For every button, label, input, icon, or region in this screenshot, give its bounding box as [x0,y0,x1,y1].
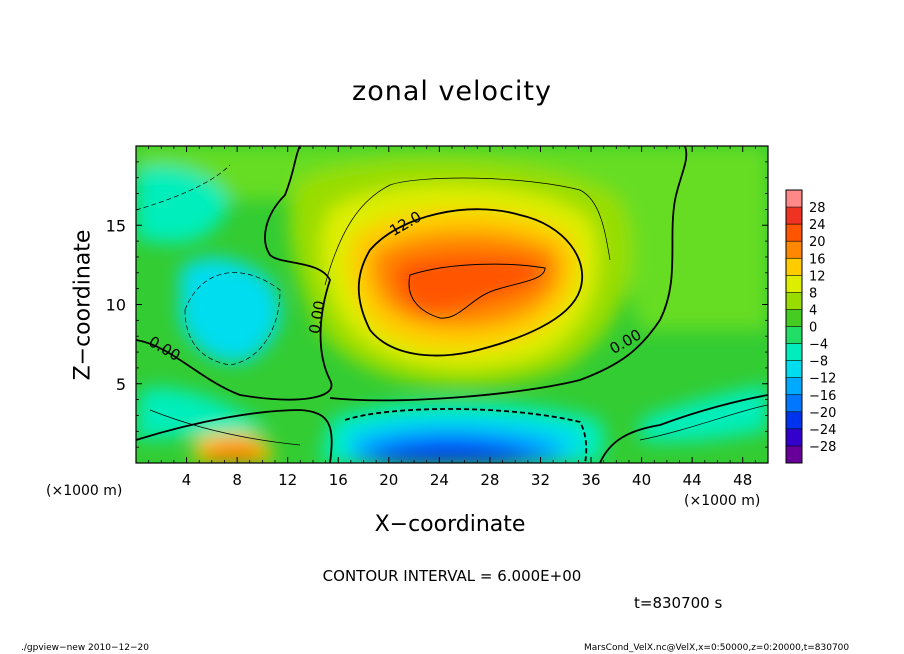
x-tick-label: 20 [379,471,398,489]
colorbar-tick-label: −28 [809,440,836,455]
x-tick-label: 28 [480,471,499,489]
heatmap-region-6 [180,257,281,363]
chart-title: zonal velocity [352,76,552,107]
contour-line-10 [149,409,301,446]
colorbar-bin [786,377,802,396]
colorbar-tick-label: 20 [809,235,826,250]
colorbar-tick-label: −8 [809,355,828,370]
x-tick-label: 16 [329,471,348,489]
heatmap-region-14 [205,440,262,463]
contour-line-5 [408,263,546,319]
contour-line-1 [329,146,688,402]
colorbar-bin [786,411,802,430]
colorbar-tick-label: 16 [809,252,826,267]
heatmap-region-0 [136,146,768,330]
contour-line-11 [639,404,768,441]
colorbar-bin [786,360,802,378]
y-axis-label: Z−coordinate [70,229,96,381]
footer-right-text: MarsCond_VelX.nc@VelX,x=0:50000,z=0:2000… [584,643,850,653]
contour-line-0 [136,146,333,401]
heatmap-region-15 [136,387,270,440]
colorbar-bin [786,207,802,225]
colorbar-bin [786,190,802,208]
contour-line-7 [324,177,611,286]
x-tick-label: 24 [430,471,449,489]
colorbar-bin [786,343,802,361]
y-tick-label: 15 [106,216,126,235]
x-axis-unit-right: (×1000 m) [684,493,761,509]
x-tick-label: 40 [632,471,651,489]
heatmap-region-5 [393,253,542,314]
x-tick-label: 36 [581,471,600,489]
contour-line-8 [184,272,281,366]
y-tick-label: 5 [116,375,126,394]
colorbar-tick-label: −4 [809,338,828,353]
colorbar-tick-label: 8 [809,286,817,301]
x-tick-label: 32 [531,471,550,489]
colorbar-bin [786,428,802,447]
colorbar-tick-label: 0 [809,321,817,336]
colorbar-bin [786,292,802,310]
x-tick-label: 44 [683,471,702,489]
heatmap-region-7 [136,166,230,244]
colorbar-tick-label: −24 [809,423,836,438]
colorbar-tick-label: −16 [809,389,836,404]
contour-label: 0.00 [305,299,329,335]
contour-line-2 [136,409,333,463]
colorbar-tick-label: −20 [809,406,836,421]
colorbar-bin [786,445,802,464]
y-axis: 5 10 15 [106,161,768,448]
x-tick-label: 48 [733,471,752,489]
contour-lines [136,146,768,463]
contour-line-4 [357,208,583,357]
colorbar-tick-label: 28 [809,201,826,216]
colorbar-bin [786,309,802,327]
colorbar-tick-label: 4 [809,303,817,318]
colorbar: 28 24 20 16 12 8 4 0 −4 −8 −12 −16 −20 −24 −28 [785,189,836,464]
colorbar-bin [786,241,802,259]
colorbar-bin [786,394,802,413]
x-tick-label: 12 [278,471,297,489]
heatmap-region-12 [385,445,520,463]
colorbar-bin [786,258,802,276]
colorbar-tick-label: 24 [809,218,826,233]
colorbar-bin [786,224,802,242]
x-axis-unit-left: (×1000 m) [46,483,123,499]
contour-line-9 [136,164,231,211]
x-axis-label: X−coordinate [374,512,526,537]
contour-interval-text: CONTOUR INTERVAL = 6.000E+00 [322,567,582,585]
colorbar-bin [786,326,802,344]
x-tick-label: 8 [232,471,242,489]
heatmap-shading [136,146,768,463]
colorbar-bin [786,275,802,293]
colorbar-tick-label: −12 [809,372,836,387]
contour-line-3 [599,394,768,463]
x-tick-label: 4 [182,471,192,489]
contour-line-6 [344,408,588,463]
colorbar-tick-label: 12 [809,269,826,284]
time-label: t=830700 s [634,594,723,612]
heatmap-region-16 [640,385,768,442]
y-tick-label: 10 [106,296,126,315]
footer-left-text: ./gpview−new 2010−12−20 [21,643,149,653]
x-axis: 4 8 12 16 20 24 28 32 36 40 44 48 [148,146,756,489]
